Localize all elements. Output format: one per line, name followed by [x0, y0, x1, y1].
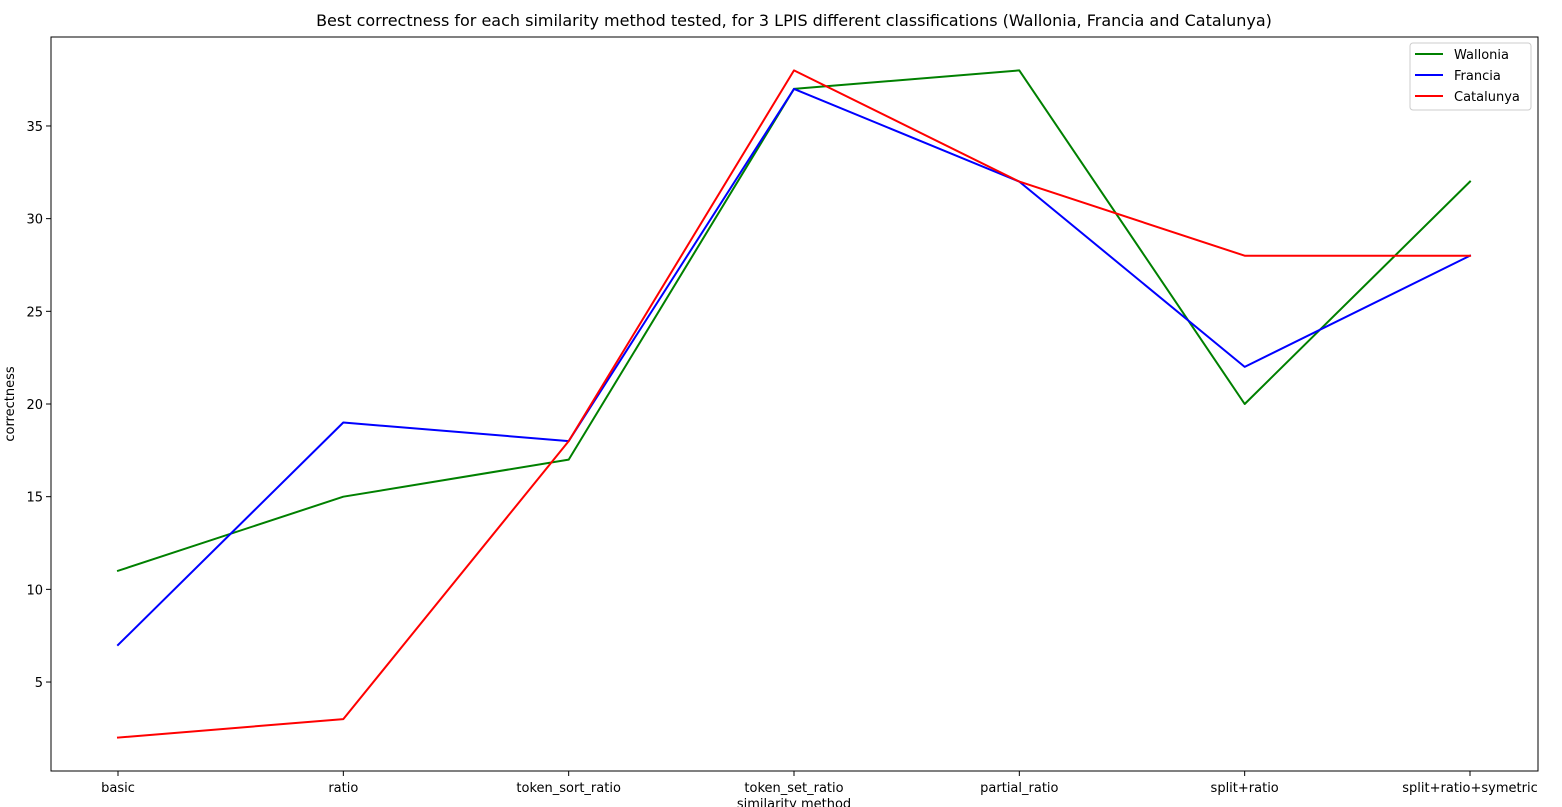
legend-label: Wallonia — [1454, 48, 1509, 63]
plot-lines — [116, 69, 1472, 739]
legend: Wallonia Francia Catalunya — [1409, 42, 1532, 111]
x-tick-label: ratio — [328, 781, 358, 796]
y-tick-label: 20 — [26, 398, 43, 413]
series-line-wallonia — [116, 69, 1472, 573]
y-tick-label: 35 — [26, 120, 43, 135]
series-line-francia — [116, 87, 1472, 647]
x-tick-label: token_set_ratio — [744, 781, 843, 796]
y-axis: 5 10 15 20 25 30 35 — [26, 120, 51, 691]
plot-frame — [50, 36, 1539, 772]
y-axis-label: correctness — [3, 366, 18, 442]
legend-label: Catalunya — [1454, 90, 1520, 105]
x-tick-label: partial_ratio — [980, 781, 1058, 796]
y-tick-label: 25 — [26, 305, 43, 320]
chart-title: Best correctness for each similarity met… — [316, 11, 1272, 30]
x-axis: basic ratio token_sort_ratio token_set_rati… — [101, 771, 1538, 796]
x-axis-label: similarity method — [737, 797, 851, 807]
x-tick-label: split+ratio+symetric — [1402, 781, 1537, 796]
series-line-catalunya — [116, 69, 1471, 739]
y-tick-label: 10 — [26, 583, 43, 598]
legend-box — [1409, 42, 1532, 111]
x-tick-label: token_sort_ratio — [516, 781, 621, 796]
y-tick-label: 30 — [26, 213, 43, 228]
x-tick-label: split+ratio — [1211, 781, 1279, 796]
legend-label: Francia — [1454, 69, 1501, 84]
x-tick-label: basic — [101, 781, 135, 796]
y-tick-label: 5 — [35, 676, 43, 691]
y-tick-label: 15 — [26, 491, 43, 506]
